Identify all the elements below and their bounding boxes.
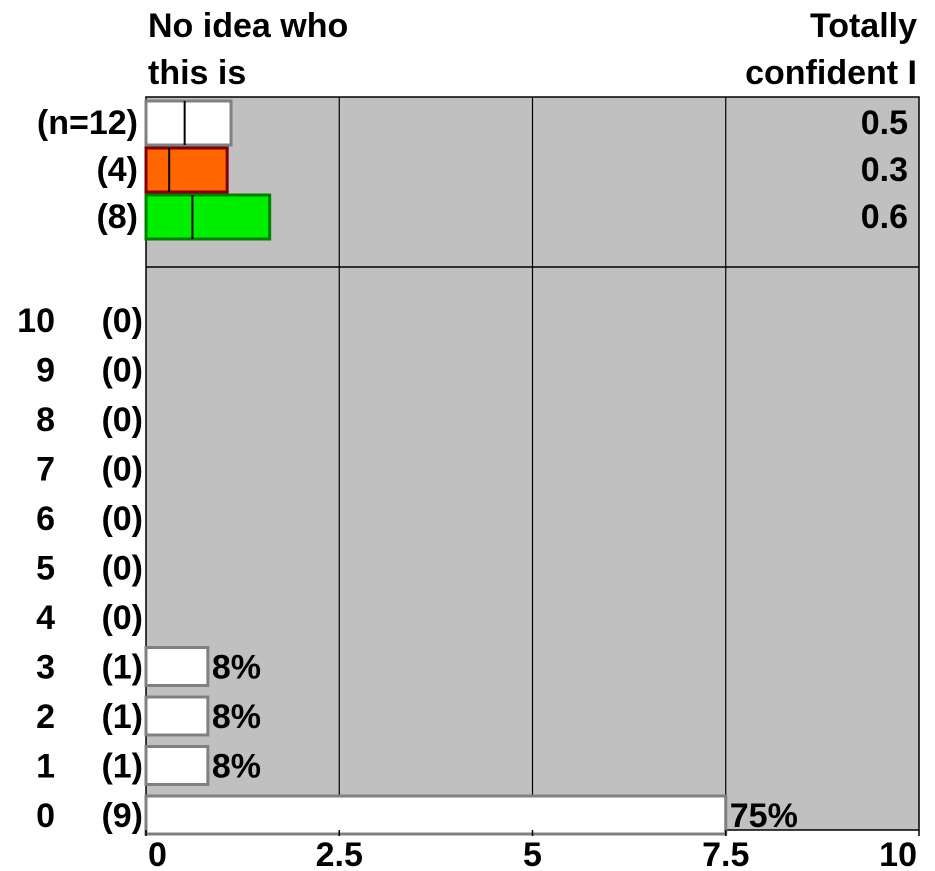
percent-label: 8% <box>212 649 261 687</box>
count-label: (0) <box>101 352 143 390</box>
header-left-label: No idea who <box>148 7 348 45</box>
category-label: 5 <box>36 550 55 588</box>
header-right-label: Totally <box>810 7 917 45</box>
header-labels: No idea who this is Totally confident I <box>148 7 917 92</box>
x-tick-label: 5 <box>523 836 542 871</box>
category-label: 7 <box>36 451 55 489</box>
category-label: 3 <box>36 649 55 687</box>
summary-bar <box>144 193 272 241</box>
summary-count-label: (n=12) <box>37 104 138 142</box>
grid-lines <box>338 97 727 830</box>
x-tick-label: 7.5 <box>702 836 749 871</box>
header-right-label: confident I <box>745 54 917 92</box>
distribution-bar <box>144 794 728 836</box>
header-left-label: this is <box>148 54 246 92</box>
x-tick-label: 0 <box>148 836 167 871</box>
distribution-bar <box>144 695 210 737</box>
summary-mean-label: 0.3 <box>861 151 908 189</box>
count-label: (1) <box>101 698 143 736</box>
x-tick-label: 10 <box>879 836 917 871</box>
count-label: (1) <box>101 748 143 786</box>
summary-count-label: (4) <box>96 151 138 189</box>
category-label: 10 <box>17 302 55 340</box>
percent-label: 8% <box>212 698 261 736</box>
count-label: (9) <box>101 797 143 835</box>
category-label: 0 <box>36 797 55 835</box>
count-label: (0) <box>101 500 143 538</box>
percent-label: 8% <box>212 748 261 786</box>
summary-count-label: (8) <box>96 198 138 236</box>
x-tick-label: 2.5 <box>316 836 363 871</box>
category-label: 6 <box>36 500 55 538</box>
count-label: (0) <box>101 401 143 439</box>
count-label: (1) <box>101 649 143 687</box>
x-axis: 0 2.5 5 7.5 10 <box>145 830 920 871</box>
summary-mean-label: 0.5 <box>861 104 908 142</box>
distribution-bar <box>144 745 210 786</box>
count-label: (0) <box>101 599 143 637</box>
count-label: (0) <box>101 550 143 588</box>
distribution-bars: 10 (0)9 (0)8 (0)7 (0)6 (0)5 (0)4 (0)3 (1) 8%2 (1) 8… <box>17 302 798 836</box>
summary-mean-label: 0.6 <box>861 198 908 236</box>
category-label: 4 <box>36 599 55 637</box>
category-label: 9 <box>36 352 55 390</box>
category-label: 1 <box>36 748 55 786</box>
summary-bar <box>144 146 229 194</box>
summary-bars: (n=12) 0.5 (4) 0.3 (8) 0.6 <box>37 99 908 241</box>
count-label: (0) <box>101 451 143 489</box>
distribution-bar <box>144 646 210 687</box>
category-label: 2 <box>36 698 55 736</box>
category-label: 8 <box>36 401 55 439</box>
percent-label: 75% <box>730 797 798 835</box>
summary-bar <box>144 99 233 147</box>
count-label: (0) <box>101 302 143 340</box>
